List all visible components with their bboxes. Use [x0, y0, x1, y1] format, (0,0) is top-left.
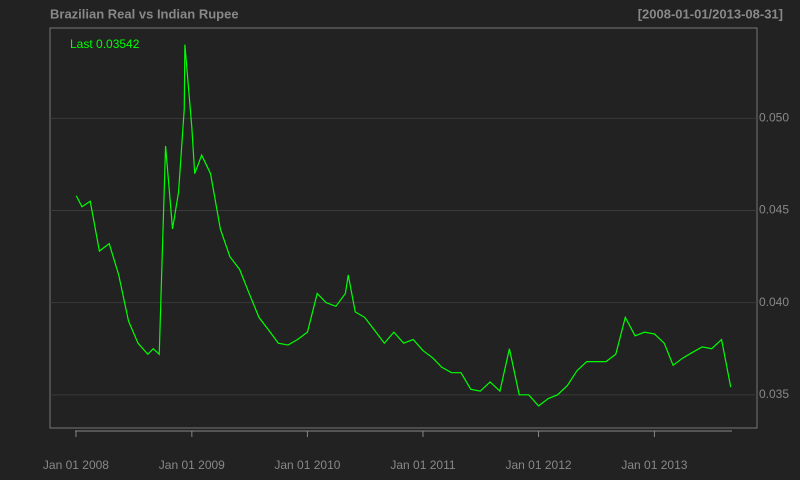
x-tick-label: Jan 01 2010	[274, 458, 340, 472]
y-tick-label: 0.040	[759, 295, 789, 309]
date-range: [2008-01-01/2013-08-31]	[638, 6, 783, 21]
y-tick-label: 0.035	[759, 387, 789, 401]
plot-frame	[49, 27, 758, 429]
price-line	[75, 44, 732, 407]
last-value: Last 0.03542	[70, 37, 140, 51]
x-tick-label: Jan 01 2008	[43, 458, 109, 472]
x-tick-label: Jan 01 2012	[506, 458, 572, 472]
x-tick-label: Jan 01 2009	[159, 458, 225, 472]
y-tick-label: 0.045	[759, 203, 789, 217]
x-tick-label: Jan 01 2013	[621, 458, 687, 472]
x-tick-label: Jan 01 2011	[390, 458, 455, 472]
chart-title: Brazilian Real vs Indian Rupee	[50, 6, 239, 21]
y-tick-label: 0.050	[759, 110, 789, 124]
